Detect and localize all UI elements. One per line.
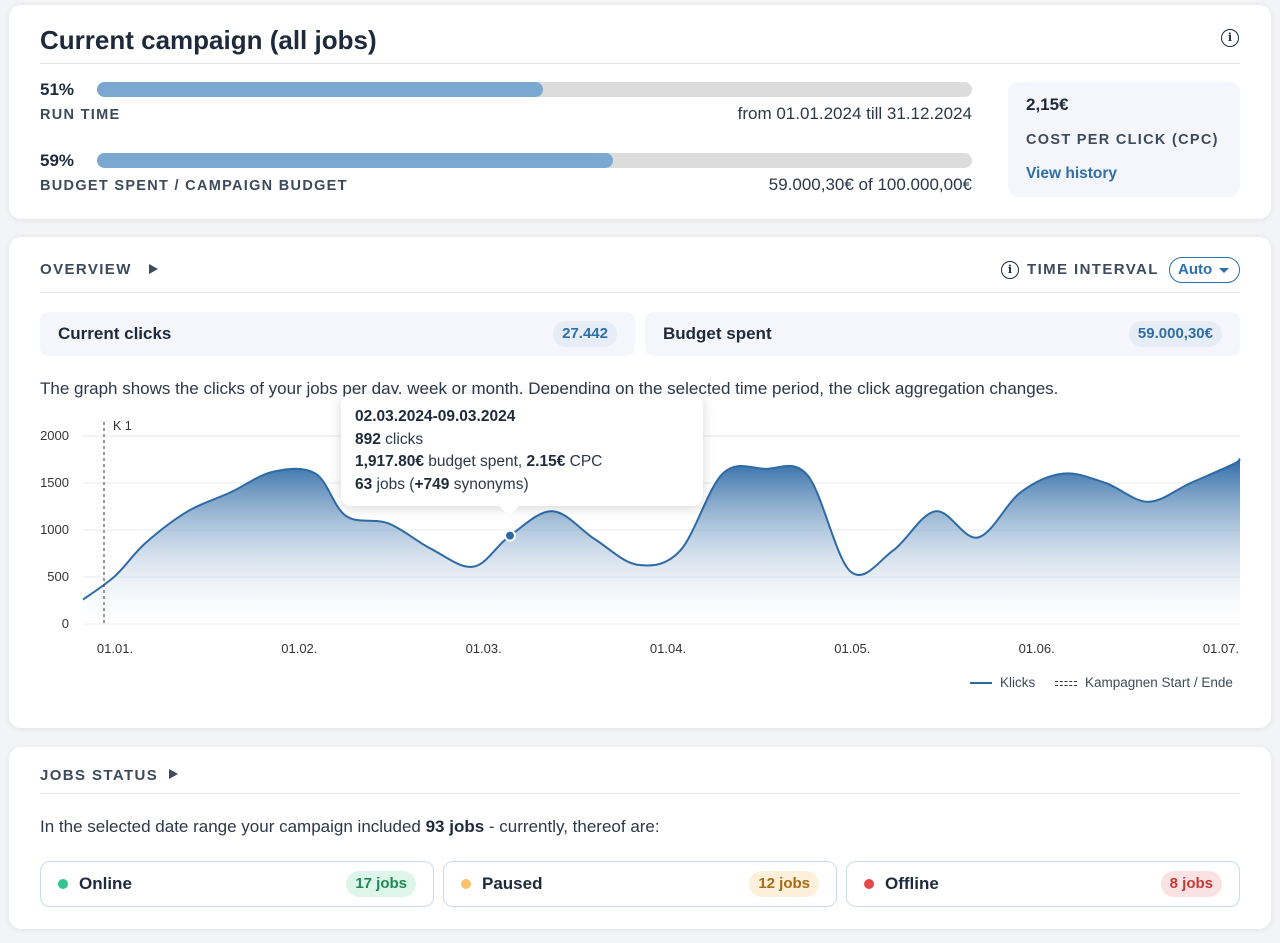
clicks-line	[82, 457, 1241, 601]
x-tick-label: 01.06.	[1019, 641, 1055, 656]
time-interval-label: TIME INTERVAL	[1027, 261, 1159, 278]
run-time-progress-bar	[97, 82, 972, 97]
y-tick-label: 2000	[40, 428, 69, 443]
x-tick-label: 01.04.	[650, 641, 686, 656]
y-tick-label: 1000	[40, 522, 69, 537]
status-count-badge: 8 jobs	[1160, 871, 1222, 897]
info-icon[interactable]: i	[1001, 261, 1019, 279]
tooltip-clicks-value: 892	[355, 430, 381, 448]
status-dot-icon	[864, 879, 874, 889]
x-tick-label: 01.01.	[97, 641, 133, 656]
chart-marker[interactable]	[504, 529, 516, 542]
run-time-progress-fill	[97, 82, 544, 97]
divider	[40, 793, 1240, 794]
tooltip-budget-suffix: budget spent,	[423, 453, 527, 470]
budget-progress-bar	[97, 153, 972, 168]
legend-label: Klicks	[1000, 675, 1036, 690]
run-time-label: RUN TIME	[40, 107, 121, 123]
status-count-badge: 17 jobs	[346, 871, 416, 897]
time-interval-select[interactable]: Auto	[1169, 257, 1240, 283]
caret-down-icon	[1219, 268, 1229, 273]
cpc-label: COST PER CLICK (CPC)	[1026, 132, 1219, 148]
tooltip-clicks-suffix: clicks	[380, 430, 424, 448]
kpi-value-badge: 27.442	[553, 321, 617, 347]
y-tick-label: 0	[62, 616, 69, 631]
campaign-annotation: K 1	[113, 419, 132, 433]
jobs-description: In the selected date range your campaign…	[40, 817, 660, 837]
kpi-current-clicks: Current clicks 27.442	[40, 312, 635, 356]
budget-percent: 59%	[40, 151, 75, 170]
cpc-panel: 2,15€ COST PER CLICK (CPC) View history	[1008, 82, 1240, 197]
run-time-percent: 51%	[40, 80, 75, 99]
legend-label: Kampagnen Start / Ende	[1085, 675, 1233, 690]
jobs-desc-count: 93 jobs	[425, 817, 485, 836]
x-tick-label: 01.02.	[281, 641, 317, 656]
overview-title[interactable]: OVERVIEW	[40, 261, 132, 278]
expand-play-icon[interactable]	[169, 769, 178, 779]
status-dot-icon	[461, 879, 471, 889]
jobs-status-title[interactable]: JOBS STATUS	[40, 767, 159, 784]
divider	[40, 292, 1240, 293]
y-tick-label: 500	[47, 569, 69, 584]
tooltip-budget-value: 1,917.80€	[355, 453, 424, 470]
tooltip-arrow	[499, 506, 519, 516]
budget-range: 59.000,30€ of 100.000,00€	[768, 175, 972, 194]
overview-card: OVERVIEW i TIME INTERVAL Auto Current cl…	[9, 237, 1271, 728]
tooltip-synonyms-suffix: synonyms)	[449, 475, 529, 493]
status-online[interactable]: Online 17 jobs	[40, 861, 434, 907]
status-dot-icon	[58, 879, 68, 889]
tooltip-synonyms-value: +749	[414, 475, 450, 493]
view-history-link[interactable]: View history	[1026, 165, 1118, 182]
jobs-desc-prefix: In the selected date range your campaign…	[40, 817, 426, 836]
jobs-desc-suffix: - currently, thereof are:	[484, 817, 660, 836]
chart-tooltip: 02.03.2024-09.03.2024 892 clicks 1,917.8…	[341, 394, 703, 516]
tooltip-date: 02.03.2024-09.03.2024	[355, 408, 516, 425]
info-icon[interactable]: i	[1221, 29, 1239, 47]
campaign-card: Current campaign (all jobs) i 51% RUN TI…	[9, 5, 1271, 219]
tooltip-jobs-value: 63	[355, 475, 373, 493]
legend-item-campaign[interactable]: Kampagnen Start / Ende	[1055, 675, 1233, 690]
tooltip-jobs-mid: jobs (	[372, 475, 415, 493]
cpc-value: 2,15€	[1026, 95, 1069, 114]
budget-label: BUDGET SPENT / CAMPAIGN BUDGET	[40, 178, 348, 194]
page-title: Current campaign (all jobs)	[40, 25, 377, 55]
status-paused[interactable]: Paused 12 jobs	[443, 861, 837, 907]
time-interval-value: Auto	[1178, 261, 1213, 278]
kpi-label: Current clicks	[58, 324, 172, 343]
legend-dash-swatch	[1055, 680, 1077, 686]
status-label: Paused	[482, 874, 543, 893]
chart-description: The graph shows the clicks of your jobs …	[40, 379, 1059, 398]
kpi-label: Budget spent	[663, 324, 772, 343]
kpi-value-badge: 59.000,30€	[1128, 321, 1222, 347]
clicks-area	[83, 458, 1240, 624]
status-offline[interactable]: Offline 8 jobs	[846, 861, 1240, 907]
tooltip-cpc-suffix: CPC	[565, 453, 603, 470]
legend-item-clicks[interactable]: Klicks	[970, 675, 1035, 690]
jobs-status-card: JOBS STATUS In the selected date range y…	[9, 747, 1271, 929]
run-time-range: from 01.01.2024 till 31.12.2024	[737, 104, 972, 123]
status-label: Online	[79, 874, 132, 893]
x-tick-label: 01.03.	[466, 641, 502, 656]
status-label: Offline	[885, 874, 939, 893]
divider	[40, 63, 1240, 64]
budget-progress-fill	[97, 153, 614, 168]
status-count-badge: 12 jobs	[749, 871, 819, 897]
kpi-budget-spent: Budget spent 59.000,30€	[645, 312, 1240, 356]
legend-line-swatch	[970, 682, 992, 685]
x-tick-label: 01.07.	[1203, 641, 1239, 656]
x-tick-label: 01.05.	[834, 641, 870, 656]
y-tick-label: 1500	[40, 475, 69, 490]
tooltip-cpc-value: 2.15€	[526, 453, 566, 470]
expand-play-icon[interactable]	[149, 264, 158, 274]
